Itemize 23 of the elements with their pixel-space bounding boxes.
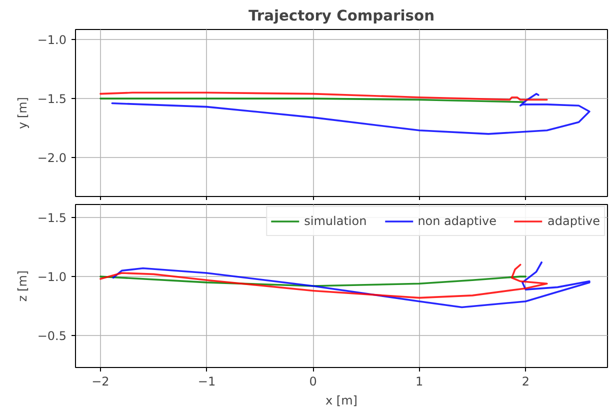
- x-axis-title: x [m]: [326, 394, 358, 408]
- line-series: [100, 276, 527, 287]
- legend-label: adaptive: [548, 214, 600, 228]
- line-series: [100, 264, 548, 299]
- y-tick-label: −1.5: [37, 210, 66, 225]
- y-tick-label: −1.5: [37, 92, 66, 106]
- line-series: [100, 92, 548, 101]
- y-axis-title: z [m]: [15, 270, 30, 302]
- x-tick-label: −2: [92, 374, 110, 388]
- line-series: [111, 92, 590, 135]
- y-tick-label: −1.0: [37, 33, 66, 48]
- legend-label: simulation: [304, 214, 367, 228]
- y-tick-label: −0.5: [37, 329, 66, 344]
- x-tick-label: 2: [522, 374, 530, 388]
- line-series: [112, 261, 590, 308]
- x-tick-label: −1: [198, 374, 216, 388]
- x-tick-label: 0: [309, 374, 317, 388]
- y-tick-label: −2.0: [37, 151, 66, 166]
- x-tick-label: 1: [416, 374, 424, 388]
- y-tick-label: −1.0: [37, 270, 66, 284]
- chart-title: Trajectory Comparison: [248, 8, 435, 24]
- legend-label: non adaptive: [418, 214, 497, 228]
- y-axis-title: y [m]: [15, 97, 30, 129]
